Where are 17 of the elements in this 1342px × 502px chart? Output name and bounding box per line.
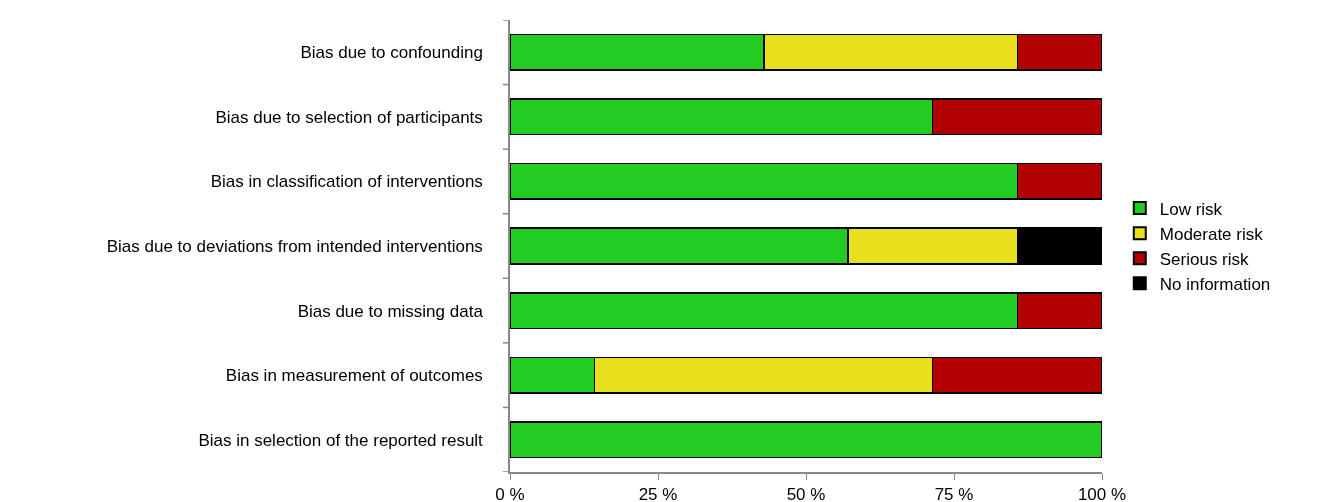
legend-label: No information bbox=[1159, 274, 1271, 294]
legend-label: Moderate risk bbox=[1159, 224, 1264, 244]
y-tick-label: Bias due to confounding bbox=[300, 43, 483, 63]
y-tick-label: Bias in classification of interventions bbox=[210, 172, 483, 192]
y-tick-label: Bias in measurement of outcomes bbox=[225, 366, 483, 386]
legend-label: Low risk bbox=[1159, 199, 1223, 219]
y-tick-label: Bias due to deviations from intended interventions bbox=[106, 236, 483, 256]
x-tick-label: 0 % bbox=[495, 485, 525, 502]
x-tick-label: 50 % bbox=[786, 485, 826, 502]
y-tick-label: Bias in selection of the reported result bbox=[198, 430, 484, 450]
x-tick-label: 25 % bbox=[638, 485, 678, 502]
bar bbox=[510, 421, 1102, 459]
y-tick-label: Bias due to selection of participants bbox=[215, 107, 483, 127]
legend-label: Serious risk bbox=[1159, 249, 1250, 269]
y-tick-label: Bias due to missing data bbox=[297, 301, 484, 321]
x-tick-label: 75 % bbox=[934, 485, 974, 502]
x-tick-label: 100 % bbox=[1077, 485, 1127, 502]
